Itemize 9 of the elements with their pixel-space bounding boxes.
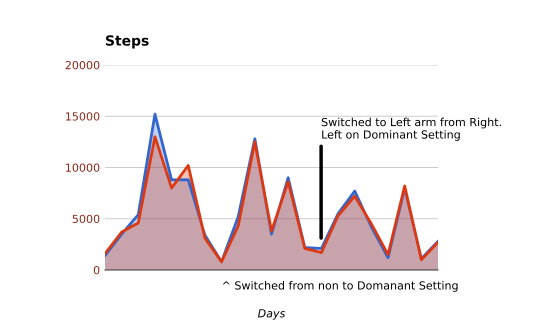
y-tick-label: 5000 [72, 214, 100, 224]
y-tick-label: 10000 [66, 163, 100, 172]
y-tick-label: 20000 [66, 60, 100, 70]
chart-title: Steps [106, 35, 149, 48]
annotation: Switched to Left arm from Right. Left on Dominant Setting [322, 118, 501, 141]
text: ^ Switched from non to Domanant Setting [222, 281, 458, 292]
y-tick-label: 0 [94, 266, 100, 274]
y-tick-label: 15000 [66, 112, 100, 121]
x-axis-title: Days [258, 309, 286, 320]
